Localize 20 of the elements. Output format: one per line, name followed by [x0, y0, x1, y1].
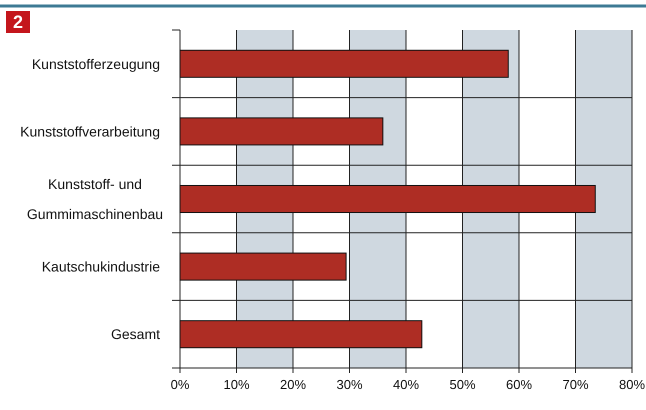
bar	[180, 184, 596, 214]
bar	[180, 252, 347, 281]
bar	[180, 320, 422, 348]
x-tick-label: 50%	[449, 377, 476, 392]
bar	[180, 50, 509, 78]
y-tick-label: Kautschukindustrie	[42, 258, 160, 275]
x-tick-label: 0%	[170, 377, 190, 392]
y-tick-label: Kunststoffverarbeitung	[20, 123, 160, 140]
x-tick-label: 20%	[280, 377, 306, 392]
y-tick-label: Kunststoff- und Gummimaschinenbau	[26, 176, 164, 222]
x-tick-label: 70%	[562, 377, 589, 392]
text: 2	[12, 12, 24, 32]
bar	[180, 117, 384, 146]
x-tick-label: 80%	[618, 377, 646, 392]
x-tick-label: 30%	[336, 377, 363, 392]
x-tick-label: 40%	[392, 377, 420, 392]
y-tick-label: Gesamt	[110, 326, 160, 342]
x-tick-label: 60%	[506, 377, 532, 392]
y-tick-label: Kunststofferzeugung	[32, 56, 160, 72]
x-tick-label: 10%	[223, 377, 250, 392]
